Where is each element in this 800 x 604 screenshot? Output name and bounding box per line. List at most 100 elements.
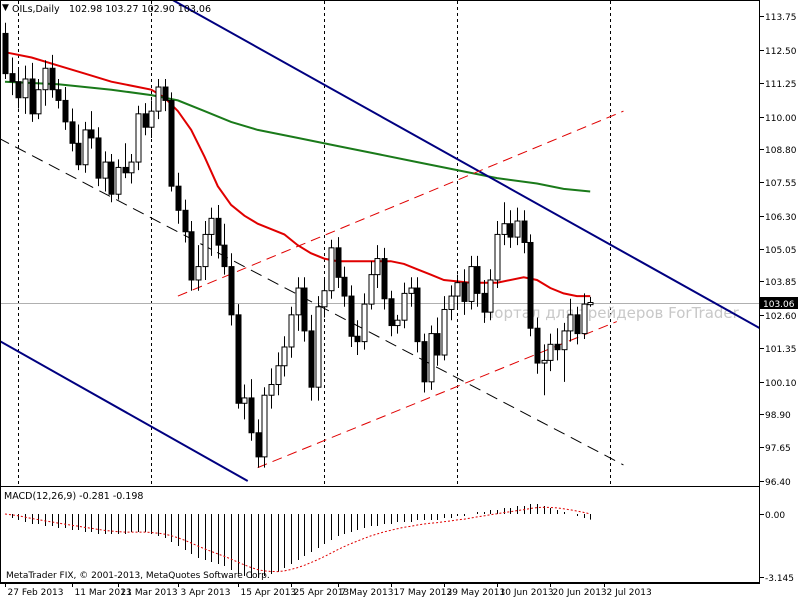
copyright-text: MetaTrader FIX, © 2001-2013, MetaQuotes … (6, 571, 270, 581)
candle-body-down (341, 276, 348, 297)
candle-body-down (414, 287, 421, 343)
trend-line-channel-lower (1, 340, 249, 482)
candle-body-down (388, 298, 395, 327)
candle-body-up (315, 306, 322, 388)
moving-average-line (4, 80, 591, 193)
candle-body-down (235, 314, 242, 404)
candle-body-down (182, 209, 189, 233)
candle-body-up (408, 287, 415, 294)
candle-body-up (261, 394, 268, 458)
candle-body-up (561, 330, 568, 351)
candle-body-down (9, 73, 16, 83)
time-tick-label: 15 Apr 2013 (241, 588, 297, 598)
candle-body-down (168, 99, 175, 187)
candle-body-down (474, 266, 481, 294)
price-tick-label: 96.40 (765, 478, 791, 488)
candle-body-down (481, 292, 488, 313)
candle-body-down (29, 78, 36, 115)
candle-body-down (221, 244, 228, 268)
candle-body-up (487, 279, 494, 313)
candle-body-up (454, 282, 461, 297)
price-tick-label: 105.05 (765, 246, 797, 256)
candle-body-down (461, 282, 468, 302)
macd-signal-line (4, 506, 591, 573)
candle-body-down (15, 81, 22, 99)
candle-body-down (2, 32, 9, 75)
candle-body-up (115, 166, 122, 195)
candle-body-up (581, 303, 588, 335)
candle-body-down (88, 129, 95, 139)
candle-body-down (521, 220, 528, 243)
time-tick-label: 27 Feb 2013 (8, 588, 64, 598)
candle-body-down (348, 295, 355, 337)
time-tick-label: 25 Apr 2013 (294, 588, 350, 598)
price-tick-label: 113.75 (765, 13, 797, 23)
ohlc-header: 102.98 103.27 102.90 103.06 (69, 4, 211, 15)
time-tick-label: 17 May 2013 (394, 588, 453, 598)
macd-tick-label: -3.145 (765, 574, 794, 584)
candle-body-down (142, 113, 149, 128)
price-tick-label: 107.55 (765, 179, 797, 189)
macd-label: MACD(12,26,9) -0.281 -0.198 (4, 491, 143, 502)
candle-body-up (401, 292, 408, 321)
main-pane-frame (0, 0, 760, 487)
candle-body-up (514, 220, 521, 238)
candle-body-down (554, 343, 561, 351)
candle-body-up (368, 274, 375, 305)
chart-header: ▼ OILs,Daily 102.98 103.27 102.90 103.06 (2, 3, 211, 15)
time-tick-label: 7 May 2013 (341, 588, 394, 598)
candle-body-down (381, 258, 388, 300)
candle-body-up (587, 302, 594, 306)
candle-body-down (188, 231, 195, 281)
price-tick-label: 108.80 (765, 146, 797, 156)
macd-tick-label: 0.00 (765, 511, 785, 521)
candle-body-up (275, 365, 282, 386)
candle-body-down (215, 217, 222, 246)
time-tick-label: 29 May 2013 (447, 588, 506, 598)
candle-body-up (195, 266, 202, 281)
candle-body-down (527, 241, 534, 329)
time-tick-label: 11 Mar 2013 (75, 588, 132, 598)
price-tick-label: 112.50 (765, 47, 797, 57)
candle-body-up (128, 161, 135, 174)
candle-body-up (441, 308, 448, 356)
candle-body-up (468, 266, 475, 302)
candle-body-up (155, 86, 162, 112)
candle-body-up (202, 233, 209, 268)
time-tick-label: 10 Jun 2013 (500, 588, 554, 598)
macd-pane-frame (0, 486, 760, 583)
candle-body-up (374, 258, 381, 276)
candle-body-up (428, 333, 435, 383)
candle-body-down (122, 166, 129, 174)
price-tick-label: 98.90 (765, 411, 791, 421)
candle-body-up (241, 397, 248, 404)
symbol-caret-icon: ▼ (2, 3, 9, 13)
candle-body-down (255, 432, 262, 458)
candle-body-down (75, 142, 82, 166)
candle-body-down (49, 67, 56, 91)
candle-body-up (281, 346, 288, 367)
price-tick-label: 106.30 (765, 213, 797, 223)
price-tick-label: 110.00 (765, 114, 797, 124)
candle-body-down (248, 397, 255, 434)
candle-body-up (268, 384, 275, 396)
candle-body-down (354, 335, 361, 343)
candle-body-down (574, 314, 581, 335)
candle-body-up (567, 314, 574, 332)
candle-body-up (547, 343, 554, 361)
time-tick-label: 2 Jul 2013 (607, 588, 652, 598)
candle-body-down (69, 121, 76, 144)
candle-body-up (394, 319, 401, 327)
time-tick-label: 20 Jun 2013 (553, 588, 607, 598)
candle-body-down (228, 266, 235, 316)
time-tick-label: 3 Apr 2013 (181, 588, 231, 598)
candle-body-up (35, 89, 42, 115)
candle-body-up (148, 110, 155, 128)
candle-body-down (507, 223, 514, 238)
candle-body-down (335, 247, 342, 278)
symbol-title: OILs,Daily (12, 4, 60, 15)
candle-body-up (501, 223, 508, 235)
candle-body-down (108, 161, 115, 195)
watermark-text: Портал для трейдеров ForTrader (483, 304, 740, 322)
